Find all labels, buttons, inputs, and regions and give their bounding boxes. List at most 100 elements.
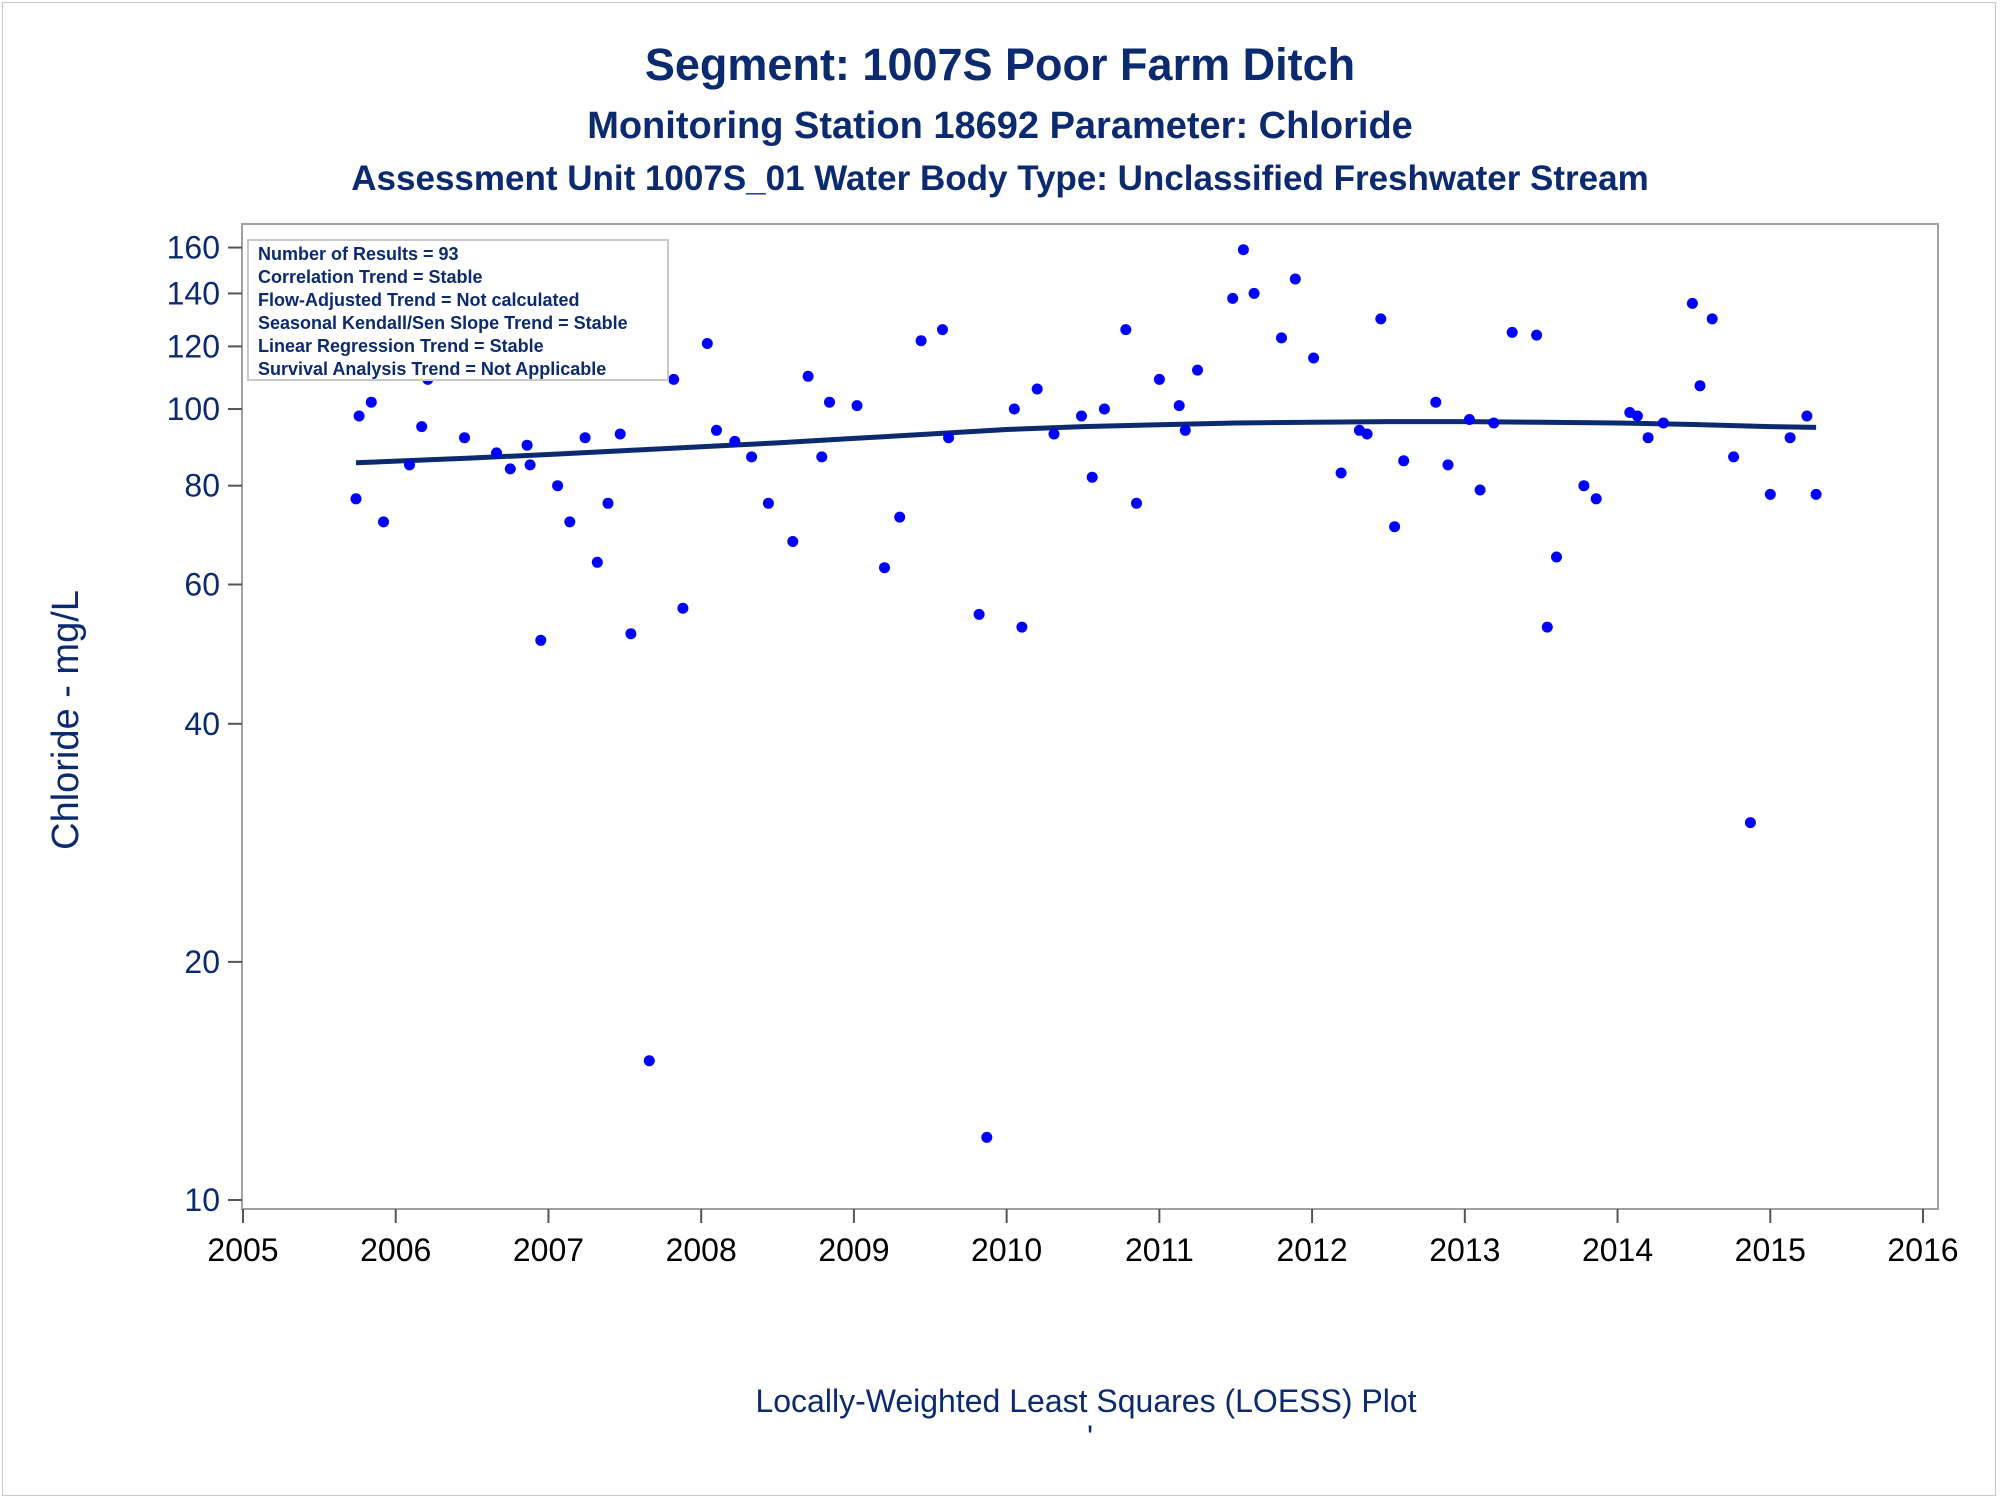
stats-box-frame [247, 239, 669, 381]
stat-survival-analysis-trend: Survival Analysis Trend = Not Applicable [258, 359, 606, 379]
x-tick-label: 2010 [971, 1232, 1042, 1268]
data-point [816, 451, 828, 463]
data-point [1016, 621, 1028, 633]
chart-title: Segment: 1007S Poor Farm Ditch [645, 39, 1355, 90]
stat-linear-regression-trend: Linear Regression Trend = Stable [258, 336, 544, 356]
data-point [1398, 455, 1410, 467]
x-tick-label: 2015 [1735, 1232, 1806, 1268]
data-point [1031, 383, 1043, 395]
loess-line-group [355, 419, 1817, 466]
stat-flow-adjusted-trend: Flow-Adjusted Trend = Not calculated [258, 290, 580, 310]
data-point [1430, 396, 1442, 408]
data-point [378, 516, 389, 528]
data-point [1531, 329, 1543, 341]
data-point [1098, 403, 1110, 415]
x-axis: 2005 2006 2007 2008 2009 2010 2011 2012 2013 2014… [207, 1209, 1959, 1268]
data-point [1488, 417, 1500, 429]
y-tick-label: 160 [167, 230, 220, 266]
data-point [1686, 297, 1698, 309]
y-tick-label: 120 [167, 328, 220, 364]
data-point [521, 439, 533, 451]
data-point [701, 338, 713, 349]
data-point [1375, 313, 1387, 325]
data-point [1008, 403, 1020, 415]
y-axis: 10 20 40 60 80 100 120 140 160 [167, 230, 242, 1218]
data-point [1192, 364, 1203, 376]
data-points [350, 244, 1822, 1143]
stat-seasonal-kendall-trend: Seasonal Kendall/Sen Slope Trend = Stabl… [258, 313, 628, 333]
x-tick-label: 2014 [1582, 1232, 1653, 1268]
chart-subtitle: Monitoring Station 18692 Parameter: Chlo… [587, 105, 1413, 147]
data-point [524, 459, 536, 471]
data-point [1642, 432, 1654, 444]
stat-correlation-trend: Correlation Trend = Stable [258, 267, 483, 287]
data-point [824, 396, 835, 408]
data-point [1631, 410, 1643, 422]
data-point [1590, 493, 1602, 505]
chart-subtitle-2: Assessment Unit 1007S_01 Water Body Type… [351, 159, 1648, 198]
x-tick-label: 2011 [1125, 1232, 1194, 1268]
data-point [1463, 414, 1475, 425]
x-tick-label: 2009 [818, 1232, 889, 1268]
data-point [851, 400, 863, 412]
data-point [915, 335, 927, 347]
data-point [1173, 400, 1185, 412]
data-point [1810, 488, 1822, 500]
x-tick-label: 2012 [1276, 1232, 1347, 1268]
data-point [973, 608, 985, 620]
data-point [1308, 352, 1320, 364]
data-point [1361, 428, 1373, 440]
y-tick-label: 20 [184, 944, 220, 980]
x-tick-label: 2007 [513, 1232, 584, 1268]
data-point [416, 421, 428, 433]
data-point [762, 497, 774, 509]
data-point [459, 432, 470, 444]
data-point [668, 373, 680, 385]
data-point [564, 516, 576, 528]
data-point [602, 497, 614, 509]
data-point [981, 1131, 993, 1143]
data-point [677, 602, 689, 614]
stat-number-of-results: Number of Results = 93 [258, 244, 459, 264]
data-point [1744, 817, 1756, 829]
x-tick-label: 2005 [207, 1232, 278, 1268]
footnote: Locally-Weighted Least Squares (LOESS) P… [755, 1383, 1416, 1419]
data-point [1179, 424, 1191, 436]
data-point [404, 459, 415, 471]
data-point [1784, 432, 1796, 444]
data-point [504, 463, 516, 475]
data-point [1289, 273, 1301, 285]
data-point [643, 1055, 655, 1067]
data-point [1335, 467, 1347, 479]
data-point [746, 451, 758, 463]
data-point [943, 432, 955, 444]
data-point [879, 562, 890, 574]
data-point [353, 410, 365, 422]
data-point [535, 634, 547, 646]
y-tick-label: 60 [184, 567, 220, 603]
x-tick-label: 2013 [1429, 1232, 1500, 1268]
data-point [1227, 292, 1239, 304]
data-point [1276, 332, 1287, 344]
data-point [1506, 326, 1518, 338]
data-point [1237, 244, 1249, 256]
data-point [1076, 410, 1087, 422]
data-point [1728, 451, 1740, 463]
data-point [1801, 410, 1813, 422]
data-point [1474, 484, 1486, 496]
data-point [1389, 521, 1401, 533]
y-axis-label: Chloride - mg/L [45, 590, 87, 850]
data-point [1551, 551, 1562, 563]
x-tick-label: 2016 [1887, 1232, 1958, 1268]
footnote-mark: ' [1087, 1419, 1093, 1455]
y-tick-label: 10 [184, 1182, 220, 1218]
data-point [365, 396, 377, 408]
data-point [579, 432, 591, 444]
data-point [1131, 497, 1142, 509]
data-point [1578, 480, 1590, 492]
data-point [1694, 380, 1706, 392]
data-point [802, 370, 814, 382]
data-point [1442, 459, 1454, 471]
